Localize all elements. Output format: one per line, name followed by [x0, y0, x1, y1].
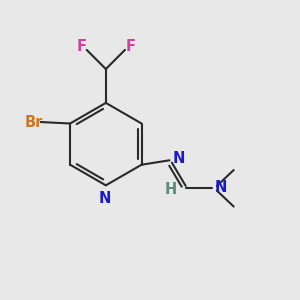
Text: F: F	[125, 39, 135, 54]
Text: N: N	[98, 190, 110, 206]
Text: N: N	[214, 180, 227, 195]
Text: N: N	[173, 151, 185, 166]
Text: Br: Br	[24, 115, 43, 130]
Text: F: F	[76, 39, 86, 54]
Text: H: H	[165, 182, 177, 197]
